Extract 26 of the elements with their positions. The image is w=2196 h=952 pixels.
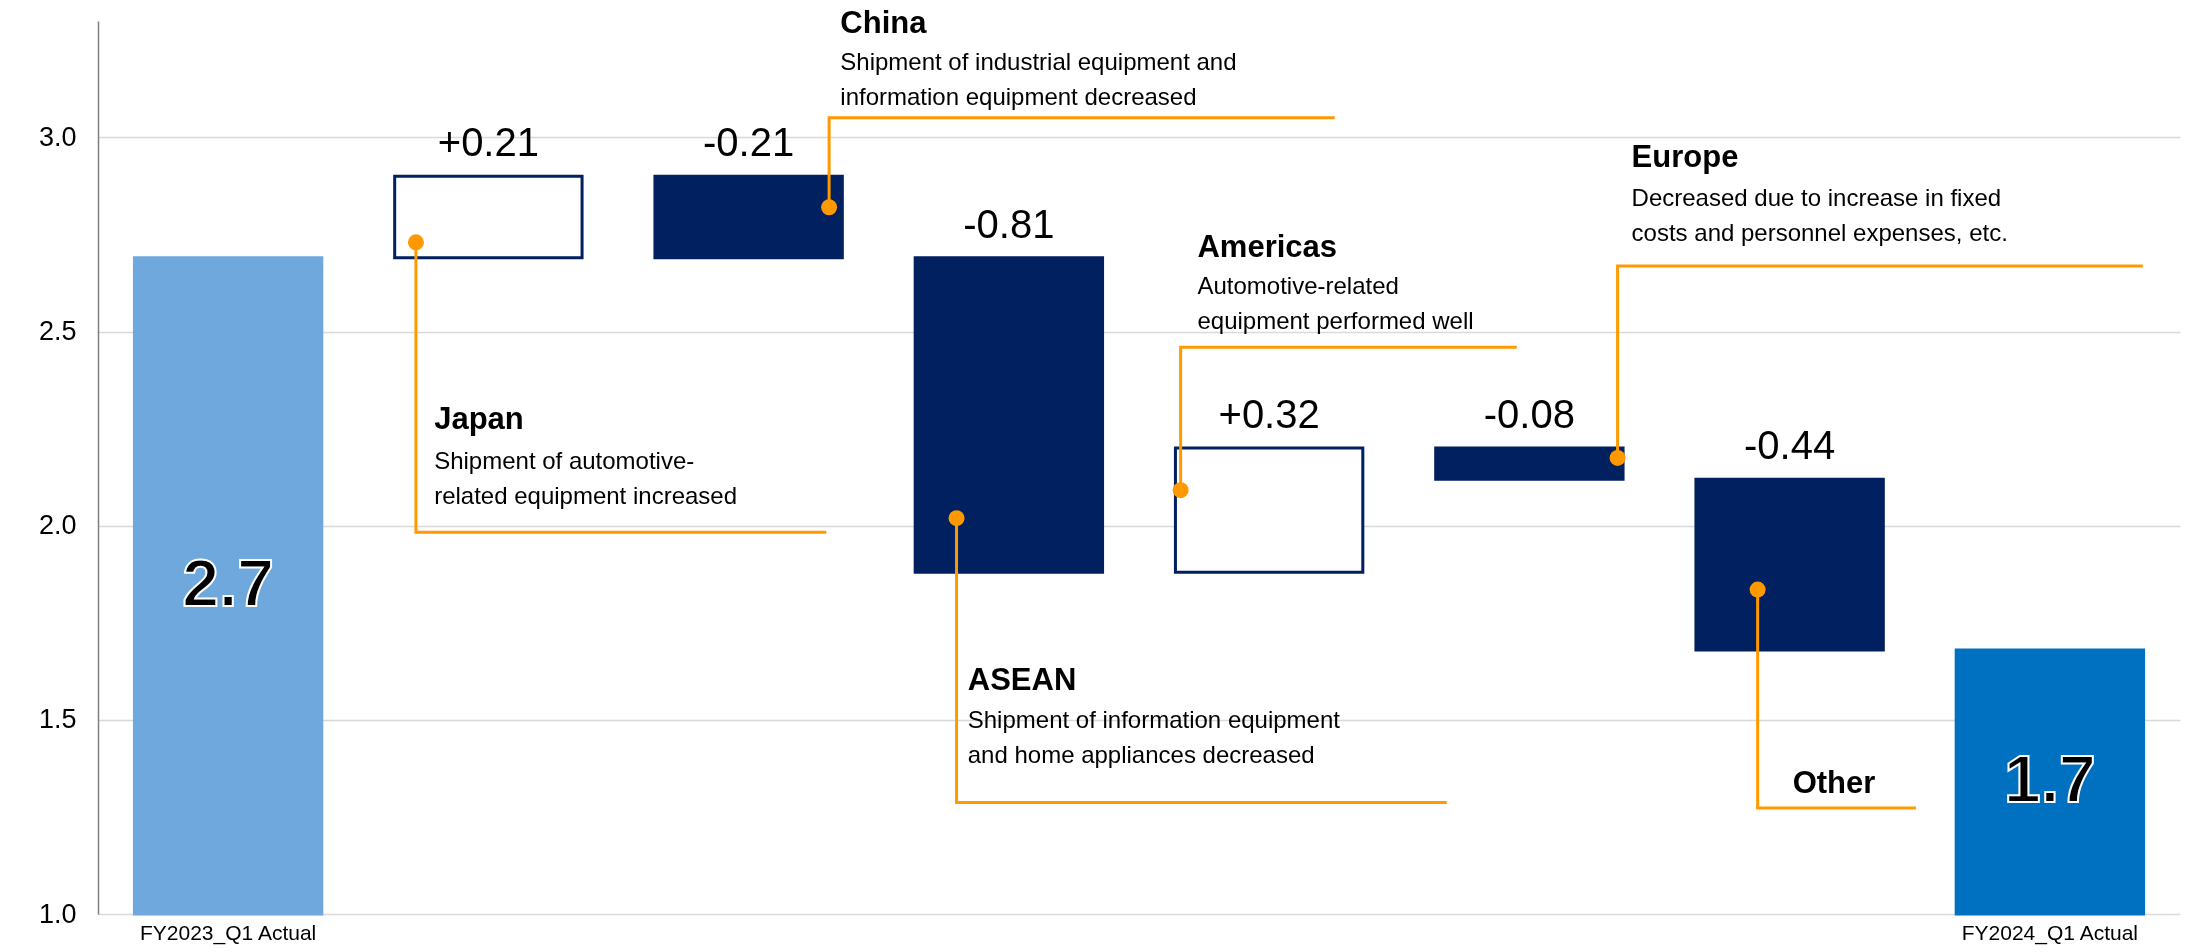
annotation: Shipment of information equipment and home appliances decreased [967, 706, 1341, 769]
data-label: -0.44 [1744, 423, 1836, 468]
annotation: Automotive-related equipment performed well [1197, 272, 1474, 335]
annotation: Decreased due to increase in fixed costs and personnel expenses, etc. [1631, 183, 2008, 246]
annotation: Other [1792, 765, 1876, 801]
y-tick-label: 3.0 [38, 121, 77, 152]
data-label: -0.21 [703, 120, 795, 165]
data-label: 1.7 [2004, 741, 2096, 816]
annotation: China [840, 4, 928, 40]
data-label: +0.32 [1218, 392, 1320, 437]
y-tick-label: 2.5 [38, 316, 77, 347]
annotation: Europe [1631, 139, 1739, 175]
annotation: Shipment of industrial equipment and information equipment decreased [840, 48, 1237, 111]
data-label: 2.7 [182, 545, 274, 620]
y-tick-label: 1.5 [38, 704, 77, 735]
x-tick-label: FY2024_Q1 Actual [1961, 920, 2139, 945]
data-label: +0.21 [437, 120, 539, 165]
y-tick-label: 1.0 [38, 898, 77, 929]
annotation: Japan [434, 401, 524, 437]
annotation: ASEAN [967, 661, 1077, 697]
annotation: Shipment of automotive- related equipment increased [434, 447, 738, 510]
x-tick-label: FY2023_Q1 Actual [139, 920, 317, 945]
data-label: -0.08 [1483, 392, 1575, 437]
y-tick-label: 2.0 [38, 510, 77, 541]
data-label: -0.81 [963, 201, 1055, 246]
annotation: Americas [1197, 228, 1338, 264]
